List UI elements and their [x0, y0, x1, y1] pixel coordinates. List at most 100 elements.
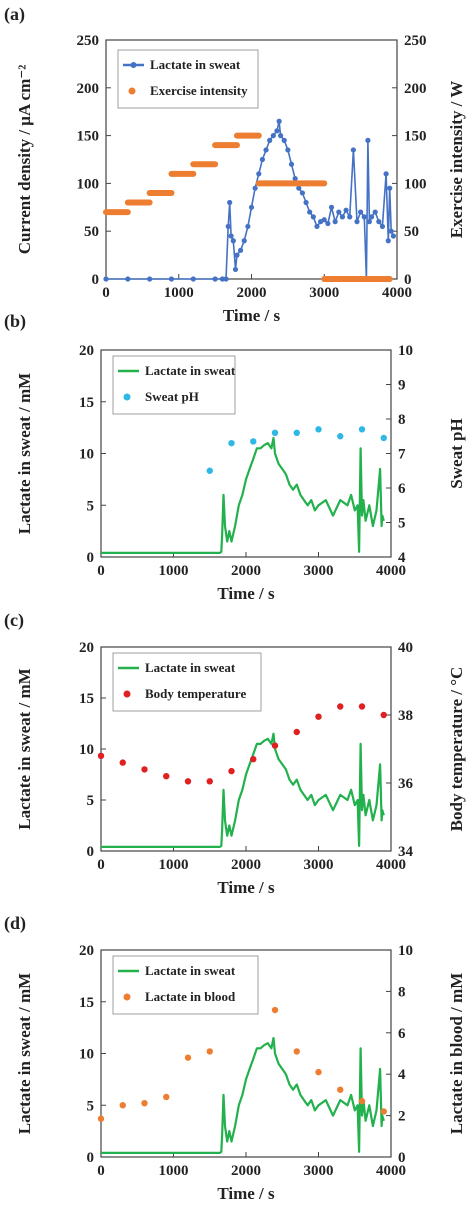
data-point: [119, 759, 126, 766]
data-point: [325, 220, 331, 227]
y2-tick-label: 150: [404, 129, 427, 145]
legend-marker: [123, 690, 131, 698]
y2-tick-label: 9: [398, 378, 406, 394]
y-tick-label: 5: [87, 793, 95, 809]
data-point: [168, 276, 175, 282]
y-tick-label: 50: [84, 224, 99, 240]
data-point: [380, 1108, 387, 1115]
data-point: [337, 1086, 344, 1093]
y2-tick-label: 0: [404, 272, 412, 288]
series-line: [101, 732, 385, 849]
chart-panel-3: (c) 0 1000 2000 3000 4000 0 5 10 15 20 34 36 38 40 Time…: [4, 610, 466, 897]
data-point: [358, 1097, 366, 1105]
data-point: [361, 214, 367, 220]
panel-label: (c): [4, 610, 24, 631]
y-tick-label: 15: [79, 691, 94, 707]
chart-panel-1: (a)0 1000 2000 3000 400005010015020025005010…: [4, 4, 466, 325]
y2-axis-label: Exercise intensity / W: [447, 81, 466, 239]
data-point: [315, 1068, 322, 1076]
data-point: [228, 439, 235, 447]
data-point: [223, 276, 229, 282]
data-point: [307, 209, 313, 215]
y-tick-label: 10: [79, 447, 94, 463]
y2-tick-label: 0: [398, 1150, 406, 1166]
data-point: [293, 429, 300, 436]
series-line: [101, 1036, 385, 1155]
series-line: [101, 436, 385, 555]
data-point: [245, 223, 251, 230]
y-tick-label: 15: [79, 995, 94, 1011]
data-point: [271, 429, 279, 436]
legend-marker: [123, 993, 131, 1001]
data-point: [141, 1099, 148, 1107]
panel-label: (a): [4, 4, 25, 25]
x-tick-label: 4000: [376, 1163, 406, 1179]
data-point: [119, 1102, 126, 1109]
data-point: [232, 266, 239, 273]
x-tick-label: 1000: [164, 285, 194, 301]
data-point: [227, 199, 233, 206]
data-point: [385, 238, 391, 244]
x-tick-label: 0: [97, 563, 105, 579]
data-point: [337, 703, 344, 710]
y-tick-label: 0: [87, 844, 95, 860]
data-point: [97, 1115, 105, 1122]
data-point: [347, 214, 353, 220]
data-point: [354, 219, 360, 225]
data-point: [248, 204, 255, 210]
data-point: [241, 238, 247, 244]
x-tick-label: 3000: [304, 563, 334, 579]
legend-label: Body temperature: [145, 686, 246, 701]
data-point: [336, 209, 342, 215]
y-tick-label: 150: [77, 129, 100, 145]
y2-axis-label: Sweat pH: [447, 418, 466, 488]
data-point: [339, 214, 346, 220]
data-point: [141, 766, 148, 773]
data-point: [365, 137, 371, 143]
data-point: [285, 147, 291, 153]
legend-label: Sweat pH: [145, 389, 199, 404]
data-point: [259, 156, 266, 163]
data-point: [270, 133, 276, 139]
x-tick-label: 2000: [231, 857, 261, 873]
data-point: [358, 703, 366, 710]
data-point: [296, 185, 302, 191]
chart-panel-4: (d)0 1000 2000 3000 4000051015200246810Time …: [4, 913, 466, 1203]
y-tick-label: 20: [79, 640, 94, 656]
data-point: [337, 433, 344, 440]
y2-tick-label: 8: [398, 412, 406, 428]
data-point: [390, 233, 396, 239]
data-point: [184, 1054, 192, 1061]
x-tick-label: 3000: [304, 1163, 334, 1179]
x-tick-label: 4000: [382, 285, 412, 301]
data-point: [293, 1048, 300, 1055]
legend-label: Lactate in sweat: [150, 57, 241, 72]
y2-tick-label: 5: [398, 516, 406, 532]
data-point: [147, 276, 153, 282]
data-point: [252, 185, 258, 191]
y-tick-label: 250: [77, 33, 100, 49]
x-tick-label: 4000: [376, 857, 406, 873]
data-point: [343, 207, 349, 213]
y-axis-label: Lactate in sweat / mM: [15, 373, 34, 534]
data-point: [380, 711, 387, 719]
data-point: [163, 1093, 170, 1101]
legend-marker: [130, 62, 137, 68]
data-point: [328, 204, 335, 210]
data-point: [315, 426, 322, 433]
y-tick-label: 5: [87, 1098, 95, 1114]
y-tick-label: 10: [79, 1047, 94, 1063]
data-point: [230, 238, 236, 244]
y-axis-label: Lactate in sweat / mM: [15, 668, 34, 829]
y2-tick-label: 40: [398, 640, 413, 656]
legend-label: Lactate in sweat: [145, 963, 236, 978]
data-point: [310, 214, 316, 220]
data-point: [250, 438, 257, 445]
x-axis-label: Time / s: [217, 878, 275, 897]
y-tick-label: 20: [79, 943, 94, 959]
x-tick-label: 1000: [159, 1163, 189, 1179]
data-point: [274, 128, 280, 134]
y-tick-label: 0: [87, 550, 95, 566]
y2-tick-label: 200: [404, 81, 427, 97]
